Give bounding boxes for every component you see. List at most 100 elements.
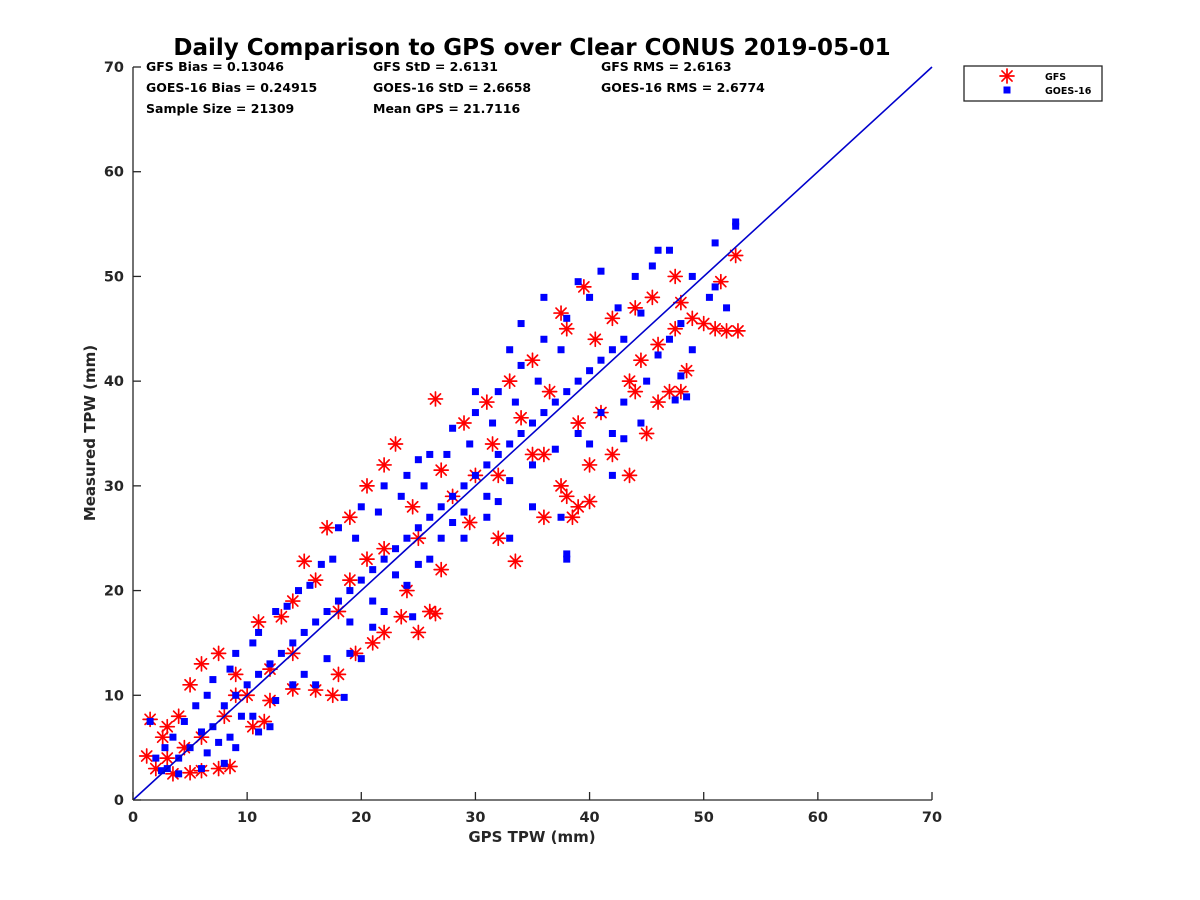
- gfs-point: [359, 478, 375, 494]
- gfs-point: [621, 373, 638, 389]
- gfs-point: [501, 373, 518, 389]
- goes16-point: [414, 560, 422, 568]
- goes16-point: [426, 450, 434, 458]
- gfs-point: [376, 540, 392, 557]
- goes16-point: [266, 660, 274, 668]
- goes16-point: [220, 759, 228, 767]
- gfs-point: [587, 331, 604, 348]
- y-tick-label: 10: [104, 688, 124, 704]
- goes16-point: [586, 293, 594, 301]
- goes16-point: [620, 435, 628, 443]
- goes16-point: [563, 550, 571, 558]
- goes16-point: [329, 555, 337, 563]
- ticks: 0 10 20 30 40 50 60 70 0 10 20 30 40 50 60 70: [104, 60, 942, 826]
- one-to-one-line: [132, 66, 933, 801]
- goes16-point: [551, 445, 559, 453]
- x-tick-label: 30: [465, 810, 485, 826]
- goes16-point: [494, 450, 502, 458]
- gfs-point: [633, 352, 649, 369]
- x-axis-label: GPS TPW (mm): [468, 828, 595, 846]
- goes16-point: [249, 639, 257, 647]
- goes16-point: [340, 693, 348, 701]
- gfs-point: [393, 608, 410, 625]
- stat-mean-gps: Mean GPS = 21.7116: [373, 101, 520, 116]
- goes16-point: [511, 398, 519, 406]
- goes16-point: [357, 503, 365, 511]
- goes16-point: [369, 566, 377, 574]
- y-tick-label: 60: [104, 165, 124, 181]
- goes16-point: [272, 697, 280, 705]
- goes16-point: [677, 372, 685, 380]
- goes16-point: [175, 770, 183, 778]
- goes16-point: [471, 388, 479, 396]
- stat-sample-size: Sample Size = 21309: [146, 101, 294, 116]
- gfs-point: [342, 509, 358, 526]
- goes16-point: [232, 649, 240, 657]
- goes16-point: [489, 419, 497, 427]
- goes16-point: [403, 581, 411, 589]
- goes16-point: [215, 738, 223, 746]
- goes16-point: [289, 681, 297, 689]
- goes16-point: [392, 571, 400, 579]
- goes16-point: [380, 482, 388, 490]
- gfs-point: [570, 415, 587, 431]
- goes16-point: [574, 278, 582, 286]
- goes16-point: [597, 356, 605, 364]
- gfs-point: [478, 394, 495, 410]
- goes16-point: [232, 691, 240, 699]
- goes16-point: [352, 534, 360, 542]
- goes16-point: [161, 744, 169, 752]
- goes16-point: [374, 508, 382, 516]
- goes16-point: [620, 335, 628, 343]
- goes16-point: [346, 618, 354, 626]
- goes16-point: [443, 450, 451, 458]
- legend-goes-marker: [1003, 86, 1011, 94]
- goes16-point: [460, 534, 468, 542]
- gfs-point: [558, 320, 575, 337]
- gfs-point: [433, 561, 450, 578]
- goes16-point: [597, 267, 605, 275]
- gfs-point: [376, 624, 392, 641]
- goes16-point: [557, 513, 565, 521]
- stat-goes-bias: GOES-16 Bias = 0.24915: [146, 80, 317, 95]
- goes16-point: [677, 320, 685, 328]
- goes16-point: [192, 702, 200, 710]
- goes16-point: [654, 246, 662, 254]
- goes16-point: [563, 555, 571, 563]
- goes16-point: [397, 492, 405, 500]
- gfs-point: [650, 394, 666, 410]
- goes16-point: [357, 655, 365, 663]
- goes16-point: [654, 351, 662, 359]
- gfs-point: [359, 551, 375, 568]
- goes16-point: [506, 346, 514, 354]
- goes16-point: [226, 665, 234, 673]
- goes16-point: [517, 320, 525, 328]
- goes16-point: [551, 398, 559, 406]
- goes16-point: [312, 681, 320, 689]
- legend-gfs-label: GFS: [1045, 72, 1066, 83]
- gfs-point: [364, 635, 381, 651]
- goes16-point: [232, 744, 240, 752]
- goes16-point: [449, 424, 457, 432]
- goes16-point: [665, 335, 673, 343]
- goes16-point: [711, 283, 719, 291]
- goes16-point: [220, 702, 228, 710]
- x-tick-label: 10: [237, 810, 257, 826]
- goes16-point: [346, 587, 354, 595]
- goes16-point: [637, 309, 645, 317]
- gfs-point: [456, 415, 472, 431]
- stat-gfs-bias: GFS Bias = 0.13046: [146, 59, 284, 74]
- gfs-point: [513, 409, 529, 426]
- goes16-point: [249, 712, 257, 720]
- legend-asterisk-icon: [999, 68, 1015, 84]
- gfs-point: [193, 656, 210, 672]
- gfs-point: [581, 457, 598, 473]
- goes16-point: [574, 377, 582, 385]
- goes16-point: [517, 361, 525, 369]
- gfs-point: [564, 509, 581, 526]
- stat-gfs-rms: GFS RMS = 2.6163: [601, 59, 732, 74]
- goes16-point: [688, 272, 696, 280]
- gfs-point: [581, 493, 598, 510]
- gfs-point: [324, 687, 341, 704]
